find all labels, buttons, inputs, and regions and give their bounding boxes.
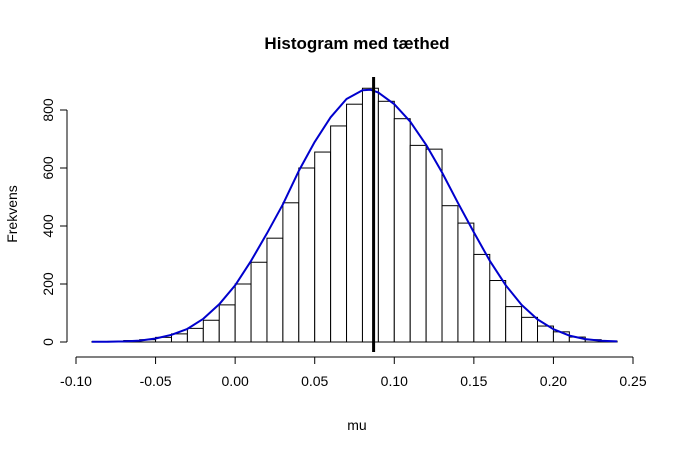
- histogram-bar: [409, 144, 427, 343]
- y-axis: 0 200 400 600 800: [40, 98, 68, 346]
- histogram-bar: [234, 283, 252, 343]
- histogram-bar: [330, 125, 348, 343]
- y-tick-label: 600: [40, 156, 56, 180]
- y-tick-label: 0: [40, 338, 56, 346]
- x-tick-label: 0.20: [540, 373, 567, 389]
- histogram-bar: [489, 280, 507, 343]
- histogram-bar: [250, 261, 268, 343]
- histogram-bar: [314, 151, 332, 343]
- histogram-bar: [441, 205, 459, 343]
- histogram-bar: [346, 103, 363, 343]
- density-curve-group: [91, 88, 618, 343]
- histogram-bar: [505, 306, 523, 343]
- x-tick-label: 0.25: [619, 373, 646, 389]
- histogram-bar: [361, 87, 379, 343]
- density-curve: [91, 88, 618, 343]
- chart-title: Histogram med tæthed: [264, 34, 449, 53]
- histogram-bar: [282, 202, 300, 343]
- histogram-bar: [202, 319, 220, 343]
- y-tick-label: 400: [40, 214, 56, 238]
- x-tick-label: -0.10: [60, 373, 92, 389]
- y-tick-label: 800: [40, 98, 56, 122]
- x-axis: -0.10 -0.05 0.00 0.05 0.10 0.15 0.20 0.25: [60, 356, 647, 389]
- histogram-bar: [473, 253, 491, 343]
- histogram-bar: [218, 304, 236, 343]
- histogram-bar: [186, 327, 204, 343]
- histogram-bar: [521, 316, 539, 343]
- histogram-bar: [457, 222, 475, 343]
- x-tick-label: 0.05: [301, 373, 328, 389]
- x-tick-label: -0.05: [140, 373, 172, 389]
- histogram-bar: [170, 333, 188, 343]
- histogram-bar: [266, 237, 284, 343]
- histogram-bars: [91, 87, 618, 343]
- x-axis-label: mu: [347, 417, 366, 433]
- y-tick-label: 200: [40, 272, 56, 296]
- x-tick-label: 0.00: [222, 373, 249, 389]
- x-tick-label: 0.10: [381, 373, 408, 389]
- histogram-bar: [377, 100, 395, 343]
- x-tick-label: 0.15: [460, 373, 487, 389]
- histogram-bar: [425, 148, 443, 343]
- y-axis-label: Frekvens: [4, 185, 20, 243]
- histogram-bar: [393, 118, 411, 343]
- histogram-bar: [298, 167, 316, 343]
